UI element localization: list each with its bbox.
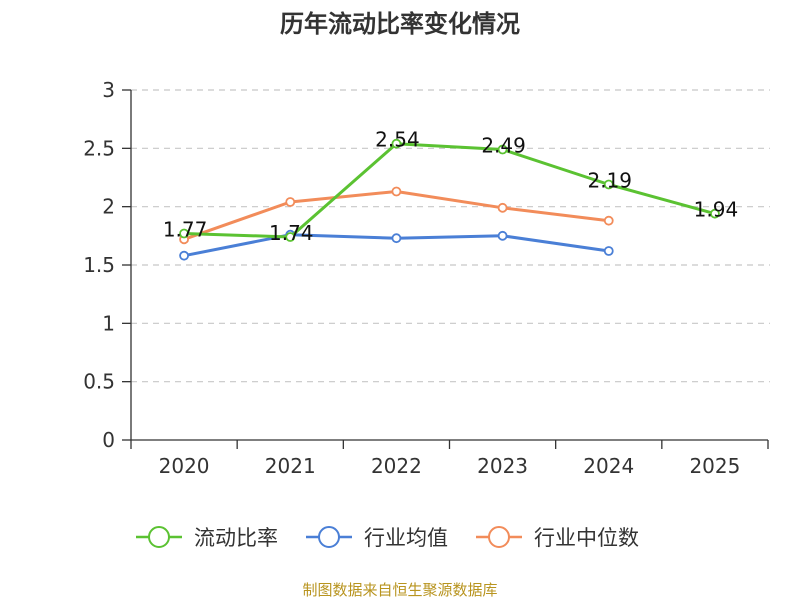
data-label: 1.94 xyxy=(694,198,739,222)
y-tick-label: 2 xyxy=(102,195,115,219)
legend-item-1[interactable]: 行业均值 xyxy=(306,526,448,550)
data-point[interactable] xyxy=(603,215,614,226)
data-labels: 1.77 1.74 2.54 2.49 2.19 1.94 xyxy=(163,128,738,245)
x-tick-label: 2022 xyxy=(371,454,422,478)
y-tick-label: 1 xyxy=(102,311,115,335)
x-tick-label: 2023 xyxy=(477,454,528,478)
legend-item-2[interactable]: 行业中位数 xyxy=(476,526,639,550)
legend: 流动比率 行业均值 行业中位数 xyxy=(136,526,639,550)
data-point[interactable] xyxy=(179,250,189,261)
data-point[interactable] xyxy=(497,230,508,241)
legend-label: 行业均值 xyxy=(364,526,448,550)
data-label: 2.19 xyxy=(587,169,632,193)
legend-item-0[interactable]: 流动比率 xyxy=(136,526,278,550)
legend-label: 流动比率 xyxy=(194,526,278,550)
data-point[interactable] xyxy=(179,228,189,239)
chart-title: 历年流动比率变化情况 xyxy=(280,10,520,38)
data-point[interactable] xyxy=(497,144,508,155)
source-note: 制图数据来自恒生聚源数据库 xyxy=(302,581,497,599)
legend-marker xyxy=(148,526,170,548)
data-point[interactable] xyxy=(285,197,296,207)
grid-lines xyxy=(131,89,770,383)
legend-marker xyxy=(488,526,510,548)
axes: 0 0.5 1 1.5 2 2.5 3 2020 2021 2022 2023 2024 2025 xyxy=(83,78,769,478)
data-point[interactable] xyxy=(391,233,402,244)
y-tick-label: 3 xyxy=(102,78,115,102)
data-label: 1.77 xyxy=(163,218,208,242)
data-point[interactable] xyxy=(603,246,614,256)
x-tick-label: 2021 xyxy=(265,454,316,478)
data-point[interactable] xyxy=(710,208,720,219)
x-tick-label: 2025 xyxy=(689,454,740,478)
data-label: 2.54 xyxy=(375,128,420,152)
series-line-2 xyxy=(183,190,609,241)
data-point[interactable] xyxy=(603,179,614,190)
y-tick-label: 0.5 xyxy=(83,370,115,394)
series-line-0 xyxy=(184,142,716,239)
y-tick-label: 0 xyxy=(102,428,115,452)
y-tick-label: 1.5 xyxy=(83,253,115,277)
legend-label: 行业中位数 xyxy=(534,526,639,550)
data-label: 2.49 xyxy=(481,134,526,158)
x-tick-label: 2020 xyxy=(159,454,210,478)
data-point[interactable] xyxy=(497,202,508,213)
data-point[interactable] xyxy=(391,138,402,149)
legend-marker xyxy=(318,526,340,548)
data-point[interactable] xyxy=(391,186,402,197)
y-tick-label: 2.5 xyxy=(83,136,115,160)
data-point[interactable] xyxy=(285,232,296,242)
x-tick-label: 2024 xyxy=(583,454,634,478)
data-label: 1.74 xyxy=(269,221,314,245)
series-lines xyxy=(179,138,720,261)
